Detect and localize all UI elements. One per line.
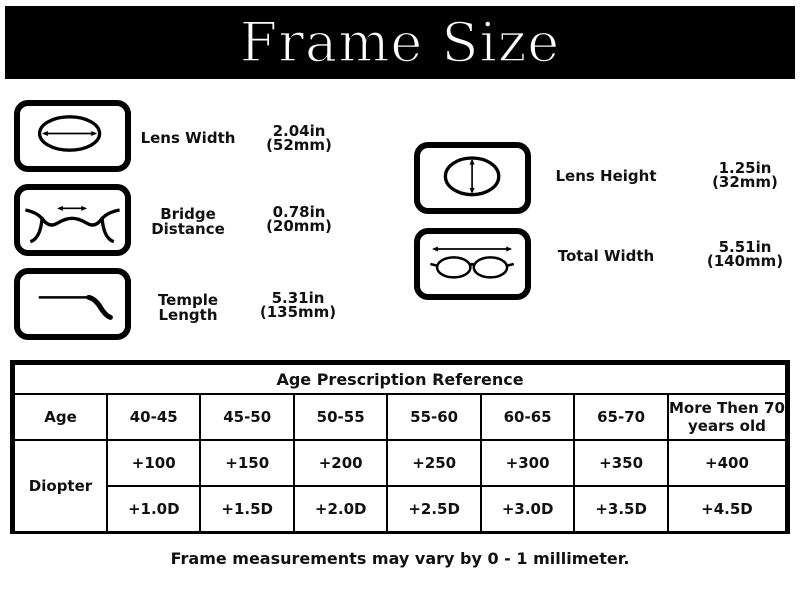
- temple-length-label: Temple Length: [157, 291, 219, 324]
- age-cell: 40-45: [105, 393, 202, 441]
- age-prescription-table: Age Prescription Reference Age 40-45 45-…: [10, 360, 790, 534]
- age-cell: 55-60: [386, 393, 482, 441]
- age-cell: 45-50: [199, 393, 295, 441]
- diopter-cell: +150: [199, 439, 295, 487]
- total-width-icon: [414, 228, 531, 300]
- lens-width-label: Lens Width: [140, 129, 236, 147]
- diopter-cell: +100: [105, 439, 202, 487]
- lens-height-label: Lens Height: [555, 167, 657, 185]
- lens-width-value: 2.04in (52mm): [266, 122, 332, 154]
- age-cell: 50-55: [292, 393, 389, 441]
- lens-width-icon: [14, 100, 131, 172]
- diopter-header: Diopter: [13, 439, 108, 533]
- diopter-cell: +350: [573, 439, 669, 487]
- footnote: Frame measurements may vary by 0 - 1 mil…: [170, 549, 630, 568]
- bridge-icon: [14, 184, 131, 256]
- diopter-cell: +250: [386, 439, 482, 487]
- diopter-cell: +1.0D: [105, 485, 202, 533]
- diopter-cell: +2.5D: [386, 485, 482, 533]
- table-caption: Age Prescription Reference: [13, 363, 787, 395]
- age-header: Age: [13, 393, 108, 441]
- diopter-cell: +200: [292, 439, 389, 487]
- temple-icon: [14, 268, 131, 340]
- bridge-distance-value: 0.78in (20mm): [266, 203, 332, 235]
- diopter-cell: +4.5D: [666, 485, 788, 533]
- diopter-cell: +300: [479, 439, 576, 487]
- temple-length-value: 5.31in (135mm): [259, 289, 337, 321]
- age-cell: 60-65: [479, 393, 576, 441]
- diopter-cell: +2.0D: [292, 485, 389, 533]
- total-width-value: 5.51in (140mm): [706, 238, 784, 270]
- diopter-cell: +3.0D: [479, 485, 576, 533]
- total-width-label: Total Width: [557, 247, 655, 265]
- bridge-distance-label: Bridge Distance: [151, 205, 225, 238]
- diopter-cell: +1.5D: [199, 485, 295, 533]
- lens-height-value: 1.25in (32mm): [712, 159, 778, 191]
- diopter-cell: +400: [666, 439, 788, 487]
- diopter-cell: +3.5D: [573, 485, 669, 533]
- page-title: Frame Size: [239, 10, 561, 75]
- age-cell: More Then 70 years old: [666, 393, 788, 441]
- title-banner: Frame Size: [5, 6, 795, 79]
- age-cell: 65-70: [573, 393, 669, 441]
- lens-height-icon: [414, 142, 531, 214]
